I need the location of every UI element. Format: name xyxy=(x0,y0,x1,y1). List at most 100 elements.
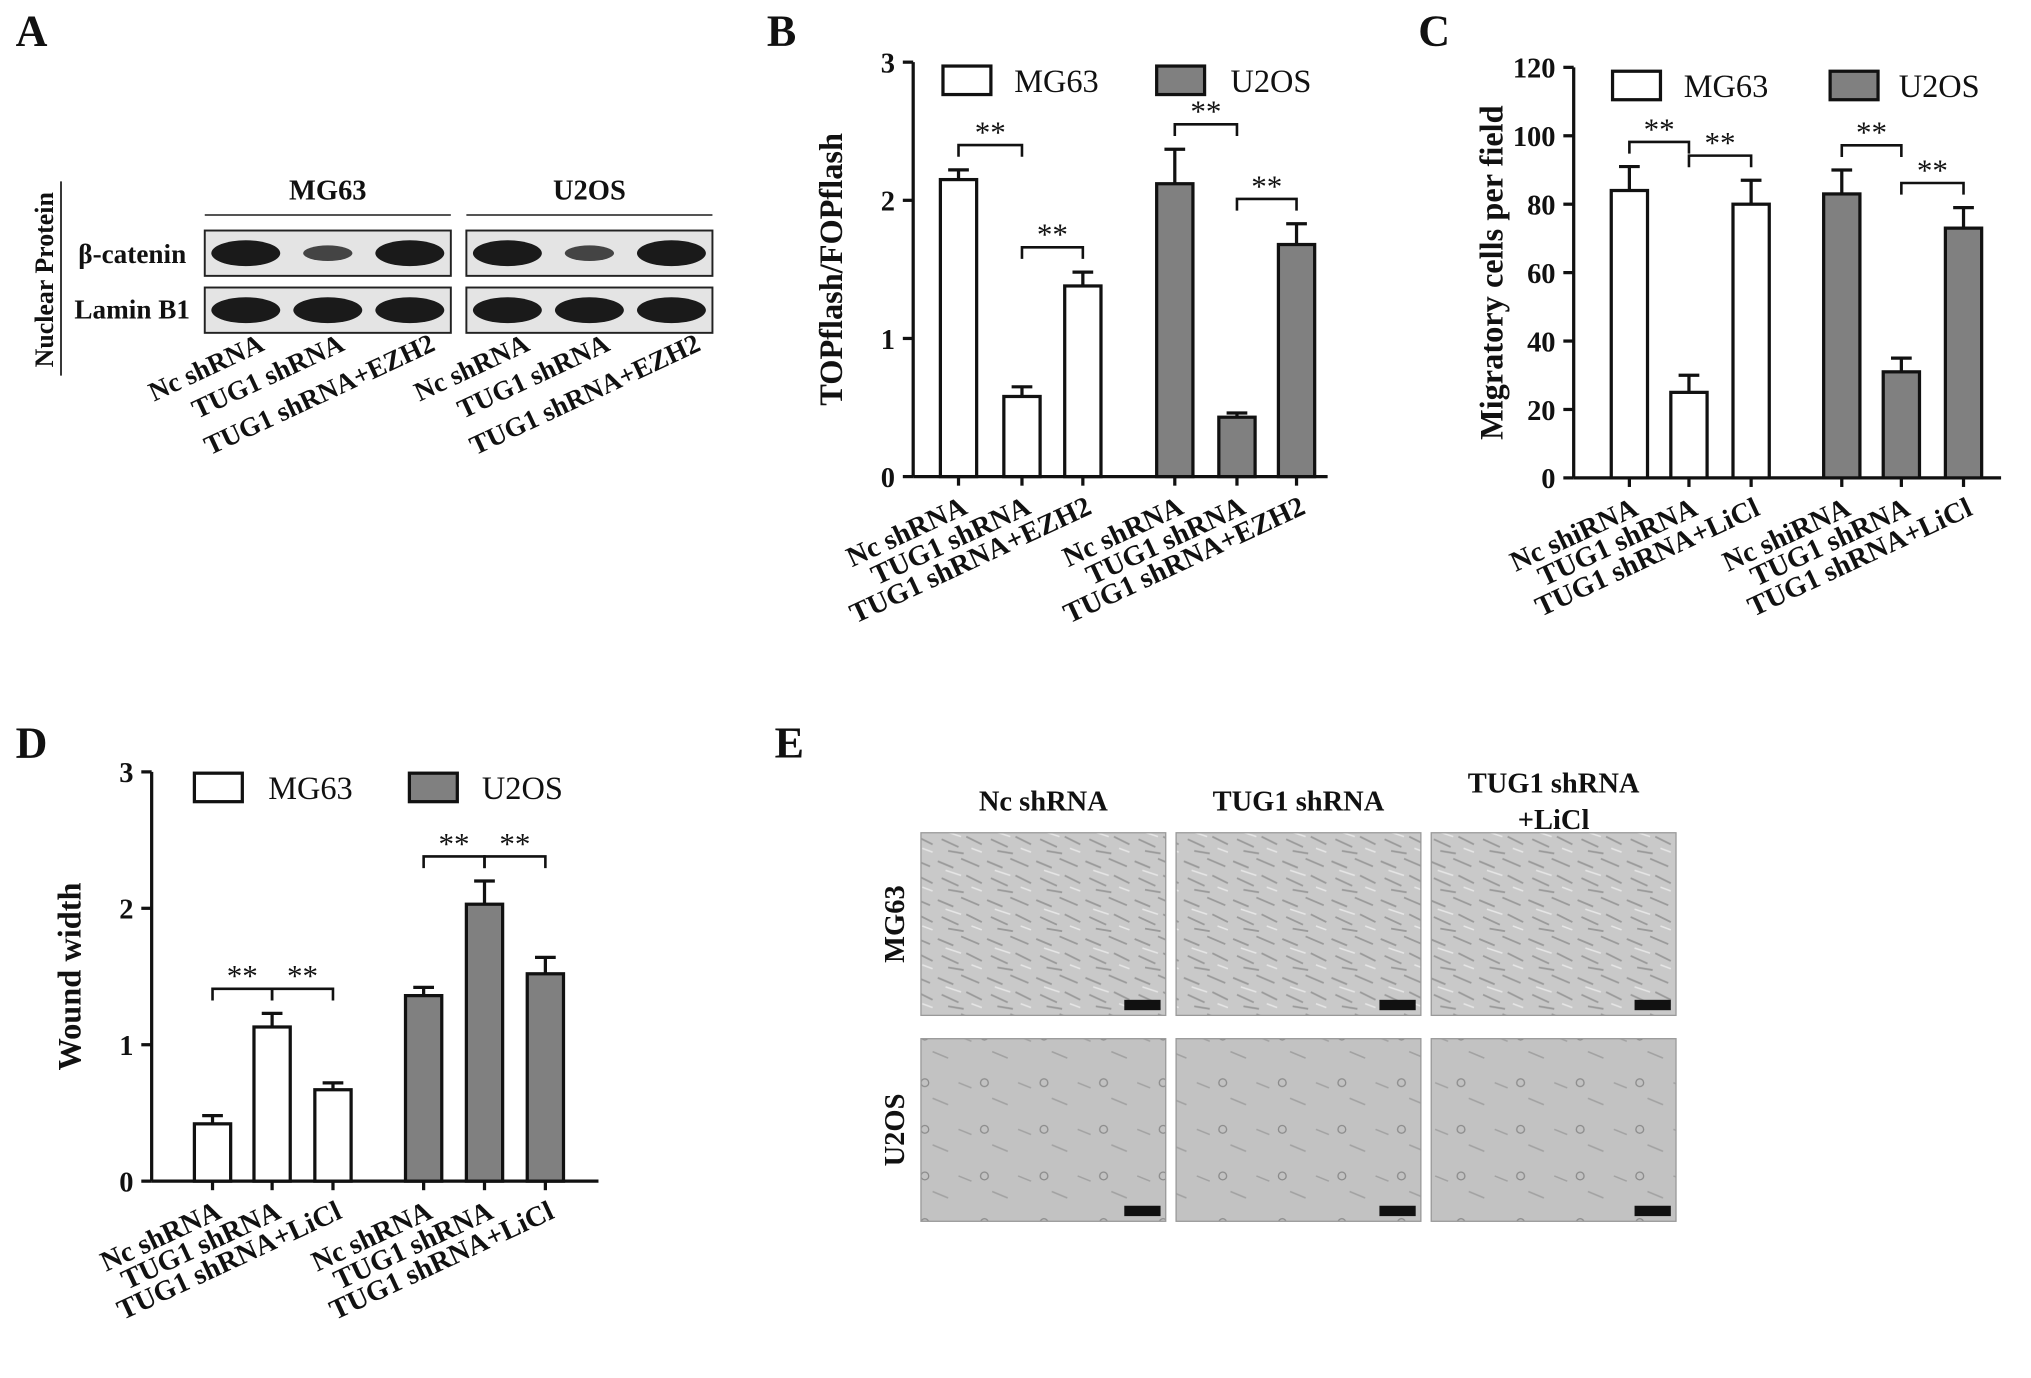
bar xyxy=(313,1088,353,1183)
row-label: Lamin B1 xyxy=(74,295,190,325)
bar xyxy=(1822,192,1862,480)
micrograph xyxy=(1175,832,1422,1017)
panel-letter: C xyxy=(1418,6,1450,55)
significance-label: ** xyxy=(227,958,258,993)
legend-label: U2OS xyxy=(482,771,563,807)
bar xyxy=(1217,415,1257,479)
scale-bar xyxy=(1124,1205,1161,1217)
blot-band xyxy=(211,240,281,267)
row-label: MG63 xyxy=(880,885,911,963)
group-label: U2OS xyxy=(553,175,626,206)
blot-band xyxy=(375,240,445,267)
significance-label: ** xyxy=(1251,168,1282,203)
blot-band xyxy=(554,297,624,324)
significance-bracket xyxy=(1840,144,1903,158)
y-tick-label: 60 xyxy=(1527,259,1555,290)
micrograph xyxy=(1175,1038,1422,1222)
y-axis-label: Migratory cells per field xyxy=(1474,105,1510,440)
legend-label: MG63 xyxy=(1684,69,1769,105)
y-tick-label: 3 xyxy=(881,49,895,80)
significance-label: ** xyxy=(1190,94,1221,129)
legend-swatch xyxy=(192,771,244,804)
side-label: Nuclear Protein xyxy=(30,192,59,367)
y-tick-label: 3 xyxy=(119,758,133,789)
blot-band xyxy=(293,297,363,324)
bar xyxy=(403,993,444,1183)
significance-bracket xyxy=(957,143,1024,157)
significance-bracket xyxy=(270,987,335,1001)
bar xyxy=(1669,390,1709,480)
significance-bracket xyxy=(1235,197,1298,211)
y-tick-label: 2 xyxy=(881,187,895,218)
significance-bracket xyxy=(1628,140,1691,154)
legend-swatch xyxy=(1155,64,1207,97)
significance-label: ** xyxy=(1917,152,1948,187)
scale-bar xyxy=(1124,999,1161,1011)
y-tick-label: 100 xyxy=(1513,122,1556,153)
bar xyxy=(1881,370,1922,480)
significance-label: ** xyxy=(975,114,1006,149)
significance-bracket xyxy=(483,855,547,869)
y-axis-label: TOPflash/FOPflash xyxy=(814,133,850,406)
significance-bracket xyxy=(1687,154,1753,168)
blot-band xyxy=(211,297,281,324)
micrograph xyxy=(1430,1038,1677,1222)
row-label: β-catenin xyxy=(78,239,186,269)
bar xyxy=(938,177,979,479)
column-label: +LiCl xyxy=(1518,805,1590,836)
column-label: TUG1 shRNA xyxy=(1213,787,1385,818)
scale-bar xyxy=(1634,999,1671,1011)
column-label: TUG1 shRNA xyxy=(1468,769,1640,800)
significance-bracket xyxy=(1173,123,1239,136)
significance-bracket xyxy=(1900,181,1965,195)
y-tick-label: 1 xyxy=(119,1031,133,1062)
blot-band xyxy=(303,245,353,261)
blot-band xyxy=(375,297,445,324)
bar xyxy=(1943,226,1984,480)
legend-swatch xyxy=(941,64,993,97)
group-label: MG63 xyxy=(289,175,367,206)
panel-letter: B xyxy=(767,6,796,55)
bar xyxy=(1609,188,1650,480)
bar xyxy=(1276,242,1317,479)
panel-letter: D xyxy=(16,719,48,768)
y-tick-label: 1 xyxy=(881,325,895,356)
significance-label: ** xyxy=(1705,125,1736,160)
legend-swatch xyxy=(407,771,459,804)
blot-band xyxy=(472,240,542,267)
significance-label: ** xyxy=(1644,111,1675,146)
row-label: U2OS xyxy=(880,1094,911,1167)
bar xyxy=(1063,284,1103,479)
y-tick-label: 0 xyxy=(881,463,895,494)
blot-band xyxy=(636,240,706,267)
significance-label: ** xyxy=(439,826,470,861)
blot-band xyxy=(472,297,542,324)
y-tick-label: 40 xyxy=(1527,327,1555,358)
blot-band xyxy=(636,297,706,324)
y-tick-label: 20 xyxy=(1527,396,1555,427)
bar xyxy=(192,1122,233,1183)
scale-bar xyxy=(1379,1205,1416,1217)
bar xyxy=(252,1025,292,1183)
bar xyxy=(464,902,505,1183)
legend-swatch xyxy=(1828,69,1880,102)
y-tick-label: 2 xyxy=(119,895,133,926)
legend-label: U2OS xyxy=(1899,69,1980,105)
y-tick-label: 120 xyxy=(1513,54,1556,85)
micrograph xyxy=(1430,832,1677,1017)
significance-bracket xyxy=(1020,245,1085,259)
micrograph xyxy=(920,1038,1167,1222)
y-tick-label: 0 xyxy=(1541,464,1555,495)
bar xyxy=(1731,202,1771,480)
panel-letter: A xyxy=(16,6,48,55)
scale-bar xyxy=(1379,999,1416,1011)
significance-label: ** xyxy=(499,826,530,861)
blot-band xyxy=(564,245,615,261)
significance-label: ** xyxy=(287,958,318,993)
significance-label: ** xyxy=(1856,115,1887,150)
scale-bar xyxy=(1634,1205,1671,1217)
legend-label: MG63 xyxy=(268,771,353,807)
legend-label: MG63 xyxy=(1014,64,1099,100)
bar xyxy=(1155,182,1195,479)
